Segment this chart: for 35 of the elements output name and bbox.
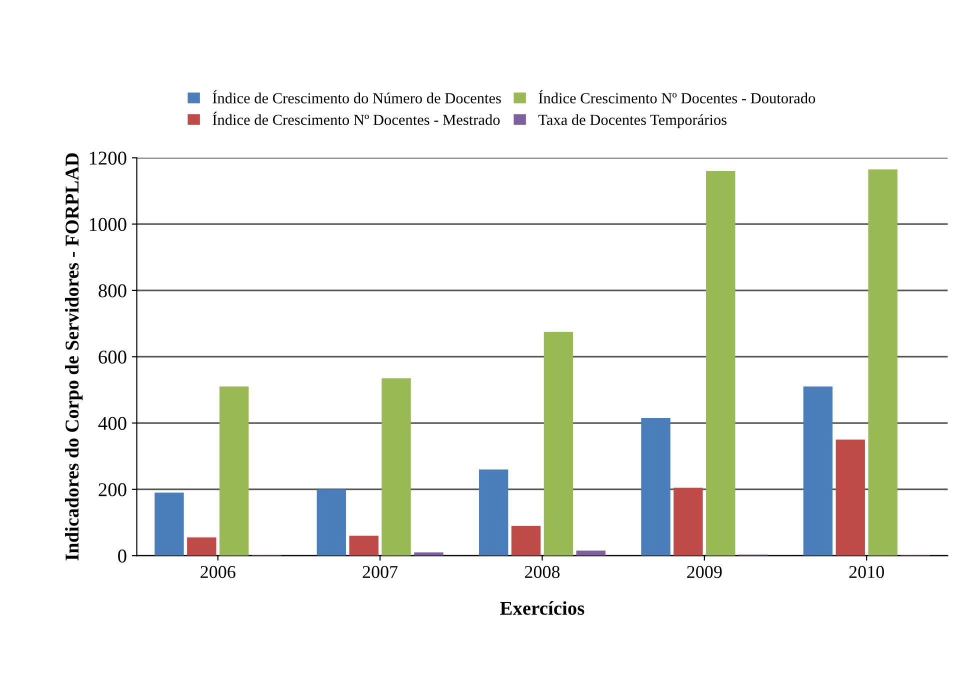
bar: [868, 169, 898, 556]
x-tick-label: 2008: [524, 566, 560, 578]
bar: [349, 536, 378, 556]
y-tick-label: 0: [118, 549, 126, 563]
x-tick-label: 2007: [362, 566, 398, 578]
legend-label: Índice Crescimento Nº Docentes - Doutorado: [538, 90, 816, 104]
bar: [576, 550, 606, 556]
bar: [803, 386, 833, 556]
bar: [641, 418, 670, 556]
bar: [478, 469, 508, 556]
bar: [511, 526, 541, 556]
bar: [706, 171, 736, 556]
x-tick-label: 2006: [200, 566, 236, 578]
y-tick-label: 800: [98, 284, 126, 298]
y-tick-label: 600: [98, 350, 126, 364]
x-axis-title: Exercícios: [500, 601, 584, 615]
y-tick-label: 1000: [90, 218, 126, 232]
bar: [316, 489, 346, 556]
y-axis-title: Indicadores do Corpo de Servidores - FORPLAD: [64, 153, 83, 560]
x-tick-label: 2010: [849, 566, 884, 578]
bar: [836, 440, 865, 556]
x-tick-label: 2009: [687, 566, 722, 578]
bar: [382, 378, 411, 556]
bar: [154, 492, 184, 556]
legend-label: Índice de Crescimento Nº Docentes - Mestrado: [212, 112, 500, 126]
legend-label: Taxa de Docentes Temporários: [538, 114, 727, 128]
bar: [219, 386, 249, 556]
y-tick-label: 400: [98, 416, 126, 430]
y-tick-label: 200: [98, 483, 126, 496]
bar: [187, 537, 216, 556]
bar: [674, 488, 703, 556]
bar: [544, 332, 574, 556]
legend-label: Índice de Crescimento do Número de Docentes: [212, 90, 501, 104]
y-tick-label: 1200: [90, 152, 126, 165]
bar: [414, 552, 444, 556]
